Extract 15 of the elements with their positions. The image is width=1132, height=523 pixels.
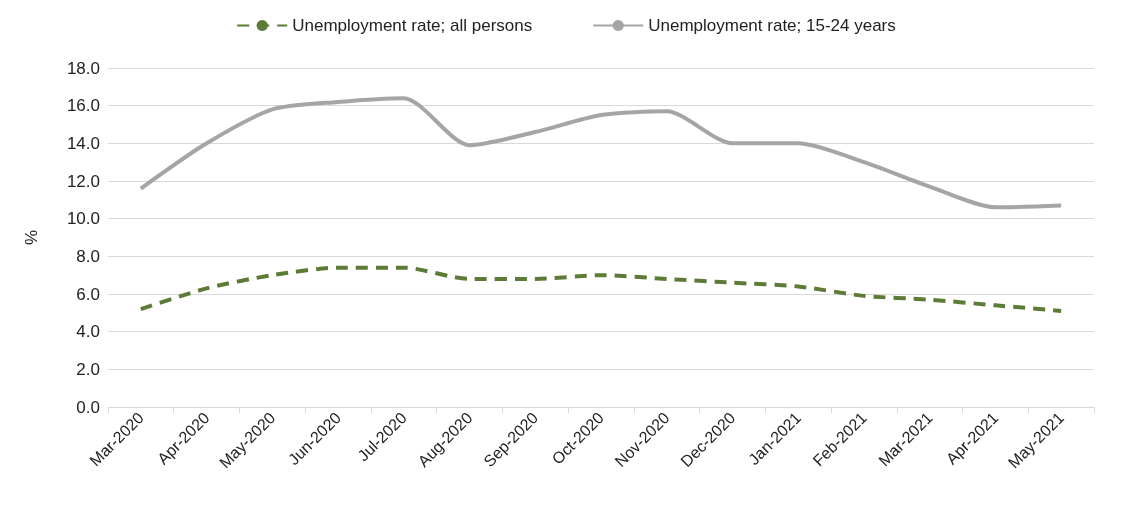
y-tick-label: 8.0 bbox=[76, 246, 100, 266]
legend-label: Unemployment rate; 15-24 years bbox=[648, 16, 896, 35]
line-series bbox=[138, 265, 1064, 313]
legend-label: Unemployment rate; all persons bbox=[292, 16, 533, 35]
y-tick-label: 14.0 bbox=[66, 133, 100, 153]
y-tick-label: 12.0 bbox=[66, 171, 100, 191]
y-tick-label: 6.0 bbox=[76, 284, 100, 304]
y-tick-label: 18.0 bbox=[66, 58, 100, 78]
y-tick-label: 4.0 bbox=[76, 322, 100, 342]
y-tick-label: 0.0 bbox=[76, 397, 100, 417]
y-tick-label: 2.0 bbox=[76, 359, 100, 379]
line-series bbox=[138, 96, 1064, 210]
y-tick-label: 16.0 bbox=[66, 96, 100, 116]
y-axis-title: % bbox=[22, 229, 41, 246]
y-tick-label: 10.0 bbox=[66, 209, 100, 229]
